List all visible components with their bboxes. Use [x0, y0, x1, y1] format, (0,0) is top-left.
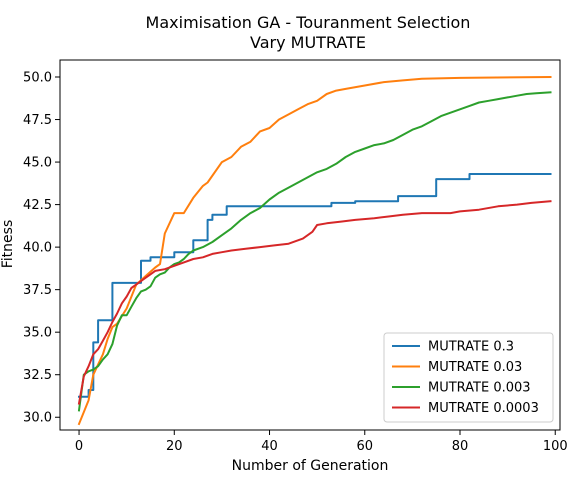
- y-tick-label: 45.0: [23, 156, 52, 171]
- legend: MUTRATE 0.3 MUTRATE 0.03 MUTRATE 0.003 MUTR…: [383, 332, 554, 423]
- axes: 0 20 40 60 80 100 30.0 32.5 35.0 37.5 40.0 42.5 45.0…: [23, 59, 568, 454]
- legend-box: [383, 332, 554, 423]
- y-axis-label: Fitness: [0, 220, 16, 269]
- chart-subtitle: Vary MUTRATE: [250, 33, 366, 52]
- legend-label-2: MUTRATE 0.03: [428, 360, 522, 375]
- plot-area: [77, 75, 552, 426]
- x-tick-label: 60: [356, 439, 373, 454]
- legend-label-4: MUTRATE 0.0003: [428, 401, 539, 416]
- legend-label-1: MUTRATE 0.3: [428, 340, 514, 355]
- x-tick-label: 0: [75, 439, 83, 454]
- y-tick-label: 47.5: [23, 113, 52, 128]
- series-line-3: [77, 91, 552, 412]
- x-tick-label: 100: [543, 439, 568, 454]
- x-axis-label: Number of Generation: [232, 458, 389, 474]
- chart-title: Maximisation GA - Touranment Selection: [146, 13, 471, 32]
- y-tick-label: 37.5: [23, 283, 52, 298]
- y-tick-label: 50.0: [23, 71, 52, 86]
- x-tick-label: 80: [452, 439, 469, 454]
- legend-label-3: MUTRATE 0.003: [428, 381, 531, 396]
- y-tick-label: 40.0: [23, 241, 52, 256]
- y-tick-label: 32.5: [23, 368, 52, 383]
- y-tick-label: 35.0: [23, 326, 52, 341]
- plot-frame: [59, 59, 561, 431]
- series-line-4: [77, 200, 552, 405]
- x-tick-label: 40: [261, 439, 278, 454]
- series-line-1: [78, 173, 552, 398]
- y-tick-label: 42.5: [23, 198, 52, 213]
- x-tick-label: 20: [166, 439, 183, 454]
- y-tick-label: 30.0: [23, 411, 52, 426]
